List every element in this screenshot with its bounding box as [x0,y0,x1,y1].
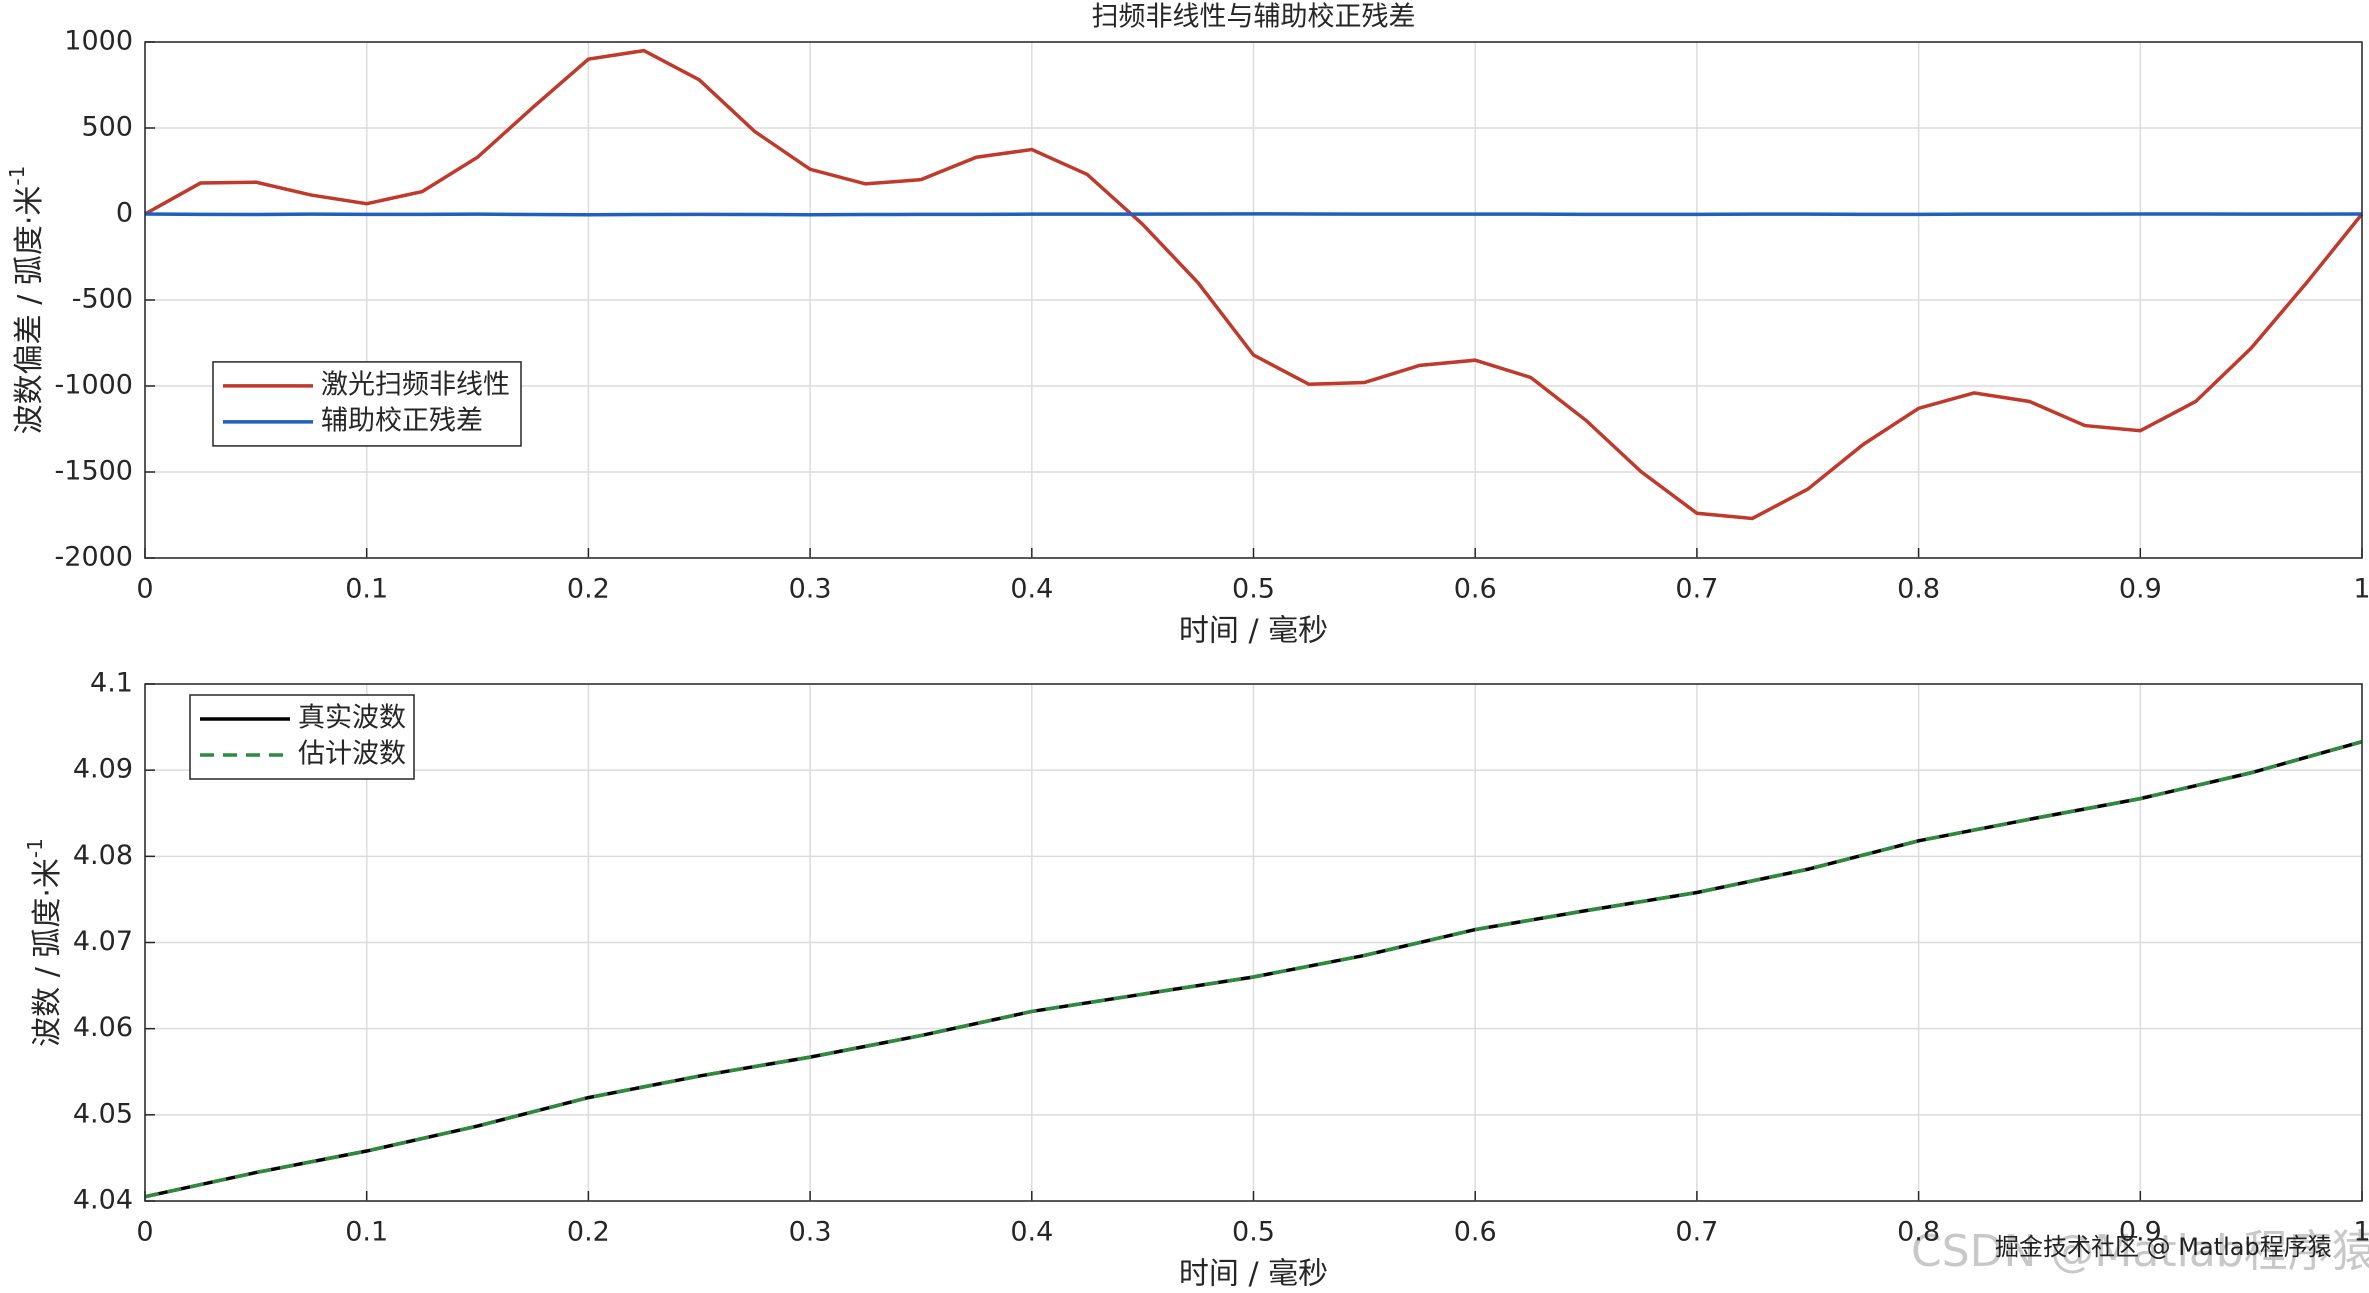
x-tick-label: 0.7 [1675,574,1718,605]
x-tick-label: 0.4 [1010,574,1053,605]
y-tick-label: 500 [81,112,133,143]
y-tick-label: 4.1 [90,668,133,699]
y-axis-label: 波数 / 弧度·米-1 [23,838,65,1047]
y-axis-label-main: 波数偏差 / 弧度·米 [12,186,47,435]
legend-box [212,361,522,447]
legend-label: 真实波数 [298,703,406,734]
axes-box [144,683,2363,1202]
y-tick-label: -1500 [55,456,133,487]
axes-box [144,41,2363,559]
x-tick-label: 0.3 [789,574,832,605]
legend-label: 估计波数 [298,739,406,770]
watermark: CSDN @Matlab程序猿 [1911,1226,2369,1277]
x-tick-label: 0.1 [345,1217,388,1248]
y-tick-label: 4.08 [73,840,133,871]
x-axis-label: 时间 / 毫秒 [1179,1257,1328,1292]
y-tick-label: -500 [72,284,133,315]
legend-label: 辅助校正残差 [321,405,483,436]
x-tick-label: 0.5 [1232,574,1275,605]
y-tick-label: -1000 [55,370,133,401]
y-axis-label: 波数偏差 / 弧度·米-1 [5,166,47,435]
y-axis-label-sup: -1 [23,838,47,858]
x-tick-label: 1 [2353,1217,2369,1248]
y-axis-label-main: 波数 / 弧度·米 [30,858,65,1047]
legend-label: 激光扫频非线性 [321,369,510,400]
x-tick-label: 0.8 [1897,1217,1940,1248]
y-tick-label: 4.04 [73,1185,133,1216]
x-axis-label: 时间 / 毫秒 [1179,614,1328,649]
y-tick-label: 4.07 [73,926,133,957]
watermark: 掘金技术社区 @ Matlab程序猿 [1995,1233,2332,1261]
y-axis-label-sup: -1 [5,166,29,186]
data-line [144,212,2363,217]
x-tick-label: 0 [136,1217,153,1248]
x-tick-label: 1 [2353,574,2369,605]
x-tick-label: 0.2 [567,574,610,605]
y-tick-label: 0 [116,198,133,229]
x-tick-label: 0.3 [789,1217,832,1248]
x-tick-label: 0.1 [345,574,388,605]
x-tick-label: 0.7 [1675,1217,1718,1248]
x-tick-label: 0.6 [1454,1217,1497,1248]
legend-box [189,694,415,780]
x-tick-label: 0.9 [2119,574,2162,605]
x-tick-label: 0.2 [567,1217,610,1248]
y-tick-label: 4.05 [73,1098,133,1129]
y-tick-label: -2000 [55,542,133,573]
data-line [144,740,2363,1199]
x-tick-label: 0.9 [2119,1217,2162,1248]
x-tick-label: 0.4 [1010,1217,1053,1248]
x-tick-label: 0.8 [1897,574,1940,605]
y-tick-label: 1000 [64,26,133,57]
y-tick-label: 4.09 [73,754,133,785]
y-tick-label: 4.06 [73,1012,133,1043]
x-tick-label: 0.5 [1232,1217,1275,1248]
chart-title: 扫频非线性与辅助校正残差 [1092,2,1416,33]
x-tick-label: 0 [136,574,153,605]
data-line [144,48,2364,521]
x-tick-label: 0.6 [1454,574,1497,605]
